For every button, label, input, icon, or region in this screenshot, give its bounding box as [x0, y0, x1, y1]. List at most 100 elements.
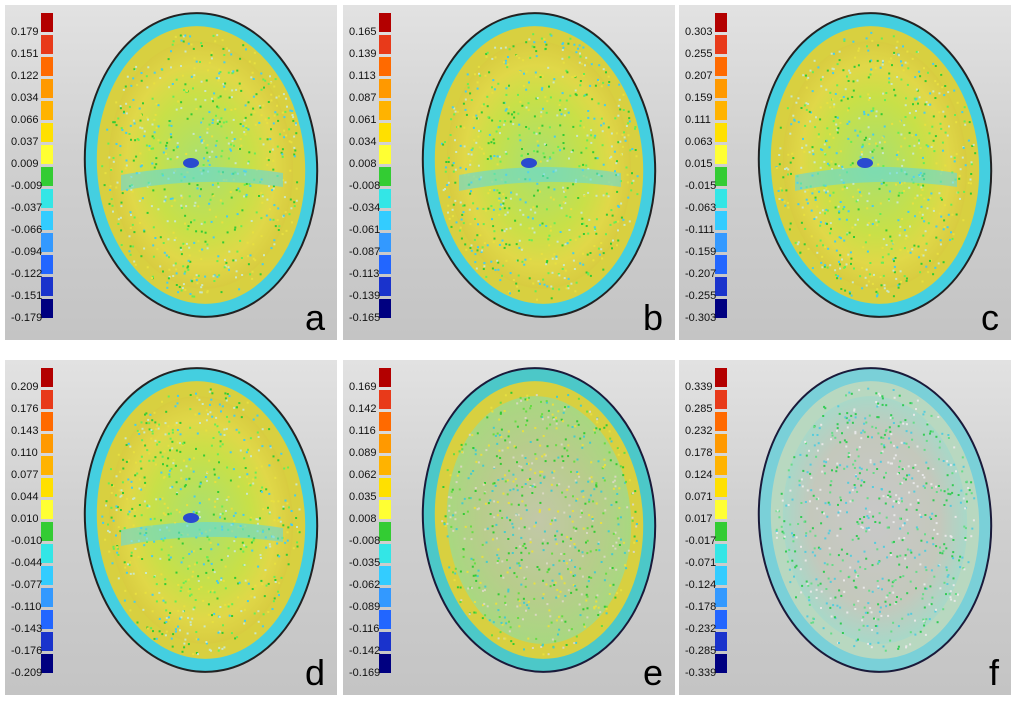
- scale-label: -0.285: [685, 645, 717, 657]
- scale-label: 0.159: [685, 92, 713, 104]
- scale-step: 0.209: [9, 368, 61, 393]
- scale-label: 0.034: [349, 136, 377, 148]
- scale-label: -0.077: [11, 579, 43, 591]
- scale-label: -0.178: [685, 601, 717, 613]
- scale-step: -0.151: [9, 277, 61, 302]
- scale-swatch: [379, 544, 391, 563]
- scale-step: 0.010: [9, 500, 61, 525]
- scale-label: -0.303: [685, 312, 717, 324]
- scale-step: -0.008: [347, 522, 399, 547]
- scale-label: 0.087: [349, 92, 377, 104]
- scale-swatch: [379, 588, 391, 607]
- scale-step: -0.116: [347, 610, 399, 635]
- scale-step: -0.285: [683, 632, 735, 657]
- scale-label: 0.008: [349, 158, 377, 170]
- scale-label: -0.165: [349, 312, 381, 324]
- scale-swatch: [41, 255, 53, 274]
- scale-label: 0.303: [685, 26, 713, 38]
- scale-swatch: [41, 145, 53, 164]
- scale-label: -0.010: [11, 535, 43, 547]
- scale-label: -0.094: [11, 246, 43, 258]
- scale-step: -0.089: [347, 588, 399, 613]
- scale-label: 0.062: [349, 469, 377, 481]
- panel-letter: e: [642, 652, 663, 693]
- scale-swatch: [715, 654, 727, 673]
- scale-step: 0.159: [683, 79, 735, 104]
- panel-letter: b: [642, 297, 663, 338]
- scale-step: 0.044: [9, 478, 61, 503]
- scale-step: 0.255: [683, 35, 735, 60]
- scale-swatch: [379, 299, 391, 318]
- deviation-map-image: [421, 12, 657, 318]
- scale-swatch: [715, 13, 727, 32]
- scale-label: 0.116: [349, 425, 376, 437]
- scale-swatch: [715, 299, 727, 318]
- scale-swatch: [379, 434, 391, 453]
- scale-label: 0.035: [349, 491, 377, 503]
- scale-label: 0.285: [685, 403, 713, 415]
- scale-label: -0.044: [11, 557, 43, 569]
- scale-label: -0.017: [685, 535, 717, 547]
- scale-label: -0.143: [11, 623, 43, 635]
- scale-step: -0.063: [683, 189, 735, 214]
- scale-swatch: [41, 101, 53, 120]
- scale-label: 0.165: [349, 26, 377, 38]
- scale-swatch: [715, 189, 727, 208]
- scale-step: -0.339: [683, 654, 735, 679]
- scale-swatch: [379, 277, 391, 296]
- scale-step: 0.087: [347, 79, 399, 104]
- scale-step: -0.035: [347, 544, 399, 569]
- scale-swatch: [379, 35, 391, 54]
- scale-swatch: [379, 368, 391, 387]
- scale-step: 0.071: [683, 478, 735, 503]
- scale-step: -0.303: [683, 299, 735, 324]
- panel-a: 0.179 0.151 0.122 0.034 0.066 0.037 0.009 -0.00…: [5, 5, 337, 340]
- scale-label: -0.009: [11, 180, 43, 192]
- scale-swatch: [379, 500, 391, 519]
- scale-swatch: [715, 500, 727, 519]
- scale-label: 0.122: [11, 70, 39, 82]
- scale-label: 0.176: [11, 403, 39, 415]
- scale-step: 0.015: [683, 145, 735, 170]
- scale-step: -0.062: [347, 566, 399, 591]
- scale-swatch: [41, 35, 53, 54]
- scale-label: 0.111: [685, 114, 711, 126]
- scale-label: 0.089: [349, 447, 377, 459]
- scale-swatch: [715, 390, 727, 409]
- scale-step: 0.178: [683, 434, 735, 459]
- scale-label: -0.232: [685, 623, 717, 635]
- scale-swatch: [715, 167, 727, 186]
- scale-label: 0.071: [685, 491, 713, 503]
- scale-step: -0.071: [683, 544, 735, 569]
- scale-step: -0.061: [347, 211, 399, 236]
- panel-letter: a: [304, 297, 325, 338]
- scale-step: -0.034: [347, 189, 399, 214]
- scale-swatch: [41, 434, 53, 453]
- scale-step: -0.165: [347, 299, 399, 324]
- scale-swatch: [379, 522, 391, 541]
- panel-letter: d: [304, 652, 325, 693]
- deviation-map-image: [757, 12, 993, 318]
- scale-step: -0.017: [683, 522, 735, 547]
- scale-swatch: [41, 412, 53, 431]
- scale-step: -0.044: [9, 544, 61, 569]
- scale-step: 0.066: [9, 101, 61, 126]
- panel-letter: c: [981, 297, 999, 338]
- scale-label: 0.066: [11, 114, 39, 126]
- scale-swatch: [715, 277, 727, 296]
- scale-step: 0.009: [9, 145, 61, 170]
- scale-step: 0.143: [9, 412, 61, 437]
- scale-swatch: [41, 566, 53, 585]
- scale-swatch: [379, 189, 391, 208]
- scale-swatch: [715, 610, 727, 629]
- scale-swatch: [41, 610, 53, 629]
- scale-step: -0.232: [683, 610, 735, 635]
- scale-swatch: [41, 588, 53, 607]
- scale-label: -0.159: [685, 246, 717, 258]
- scale-label: -0.113: [349, 268, 380, 280]
- scale-step: 0.176: [9, 390, 61, 415]
- scale-swatch: [715, 478, 727, 497]
- scale-step: 0.142: [347, 390, 399, 415]
- scale-swatch: [379, 654, 391, 673]
- scale-swatch: [715, 101, 727, 120]
